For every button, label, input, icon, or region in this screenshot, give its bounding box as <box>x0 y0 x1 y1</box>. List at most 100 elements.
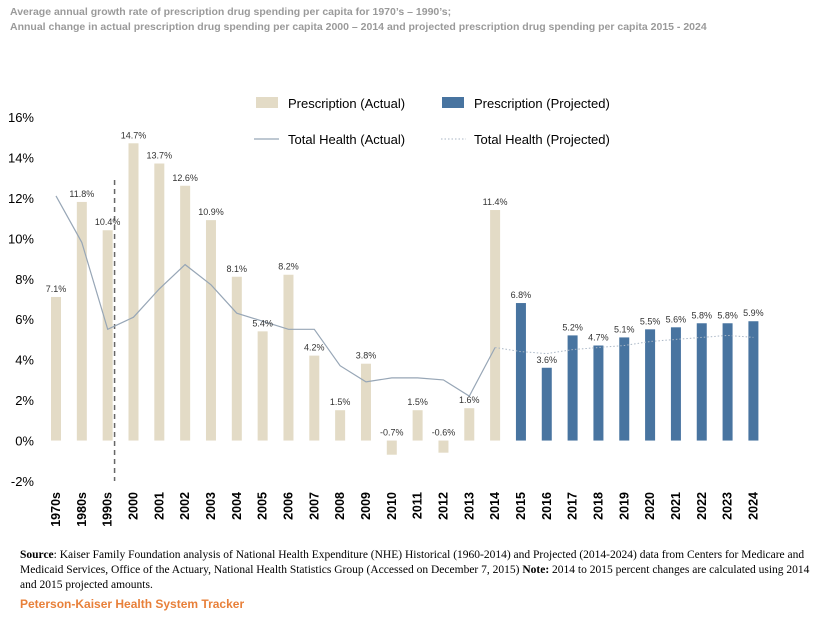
data-label-2024: 5.9% <box>743 308 764 318</box>
data-label-2016: 3.6% <box>537 355 558 365</box>
y-tick-label: 0% <box>15 434 34 449</box>
x-tick-label: 2009 <box>359 492 373 520</box>
x-tick-label: 2011 <box>411 492 425 519</box>
x-tick-label: 2013 <box>462 492 476 520</box>
x-tick-label: 2018 <box>591 492 605 520</box>
x-tick-label: 2007 <box>307 492 321 520</box>
total-health-projected-line <box>495 334 754 355</box>
y-tick-label: 10% <box>8 231 34 246</box>
data-label-2007: 4.2% <box>304 343 325 353</box>
x-tick-label: 2008 <box>333 492 347 520</box>
data-label-2002: 12.6% <box>172 173 198 183</box>
y-tick-label: 4% <box>15 353 34 368</box>
data-label-2020: 5.5% <box>640 316 661 326</box>
legend-label-prescription-actual: Prescription (Actual) <box>288 96 405 111</box>
x-tick-label: 2021 <box>669 492 683 520</box>
y-tick-label: 12% <box>8 191 34 206</box>
data-label-2006: 8.2% <box>278 262 299 272</box>
x-tick-label: 2020 <box>643 492 657 520</box>
data-label-2013: 1.6% <box>459 395 480 405</box>
bar-2012 <box>438 440 449 453</box>
data-label-2009: 3.8% <box>356 351 377 361</box>
x-tick-label: 2003 <box>204 492 218 520</box>
legend-swatch-prescription-actual <box>256 97 278 108</box>
data-label-2018: 4.7% <box>588 333 609 343</box>
y-tick-label: 16% <box>8 110 34 125</box>
bar-1970s <box>51 296 61 441</box>
data-label-2021: 5.6% <box>666 314 687 324</box>
x-tick-label: 2015 <box>514 492 528 520</box>
bar-2016 <box>541 367 552 441</box>
bar-1990s <box>102 230 113 441</box>
bar-2007 <box>309 355 320 441</box>
data-label-2014: 11.4% <box>483 197 508 207</box>
line-series <box>55 195 754 397</box>
bar-2001 <box>154 163 165 441</box>
bar-2014 <box>490 210 501 441</box>
x-tick-label: 2022 <box>695 492 709 520</box>
x-axis: 1970s 1980s 1990s 2000 2001 2002 2003 2004 2005 2… <box>49 492 760 527</box>
y-tick-label: 8% <box>15 272 34 287</box>
data-label-1980s: 11.8% <box>69 189 94 199</box>
bar-2018 <box>593 345 604 441</box>
y-axis: -2% 0% 2% 4% 6% 8% 10% 12% 14% 16% <box>8 110 116 489</box>
bar-2024 <box>748 321 759 441</box>
bar-2013 <box>464 408 475 441</box>
x-tick-label: 2004 <box>230 492 244 520</box>
legend-label-total-health-projected: Total Health (Projected) <box>474 132 610 147</box>
bar-2003 <box>205 220 216 441</box>
data-label-1970s: 7.1% <box>46 284 67 294</box>
data-label-2017: 5.2% <box>562 322 583 332</box>
y-tick-label: 6% <box>15 312 34 327</box>
source-label: Source <box>20 549 54 561</box>
bar-2015 <box>515 303 526 441</box>
y-tick-label: -2% <box>11 474 35 489</box>
bar-series <box>51 143 759 455</box>
bar-2022 <box>696 323 707 441</box>
bar-2023 <box>722 323 733 441</box>
legend-label-prescription-projected: Prescription (Projected) <box>474 96 610 111</box>
legend: Prescription (Actual) Prescription (Proje… <box>254 96 610 147</box>
y-tick-label: 2% <box>15 393 34 408</box>
source-note: Source: Kaiser Family Foundation analysi… <box>20 548 820 593</box>
legend-label-total-health-actual: Total Health (Actual) <box>288 132 405 147</box>
bar-1980s <box>76 201 87 441</box>
x-tick-label: 2019 <box>617 492 631 520</box>
legend-swatch-prescription-projected <box>442 97 464 108</box>
x-tick-label: 2024 <box>746 492 760 520</box>
bar-2008 <box>335 410 346 441</box>
note-text: 2014 to 2015 percent changes are calcula… <box>20 564 810 591</box>
x-tick-label: 2000 <box>126 492 140 520</box>
source-text: : Kaiser Family Foundation analysis of N… <box>20 549 805 576</box>
x-tick-label: 2010 <box>385 492 399 520</box>
data-label-1990s: 10.4% <box>95 217 121 227</box>
x-tick-label: 2001 <box>152 492 166 520</box>
data-label-2023: 5.8% <box>717 310 738 320</box>
data-label-2019: 5.1% <box>614 324 635 334</box>
x-tick-label: 2005 <box>256 492 270 520</box>
x-tick-label: 2014 <box>488 492 502 520</box>
data-labels: 7.1% 11.8% 10.4% 14.7% 13.7% 12.6% 10.9% 8.1% 5.… <box>46 130 764 437</box>
note-label: Note: <box>522 564 550 576</box>
bar-2017 <box>567 335 578 441</box>
data-label-2011: 1.5% <box>407 397 428 407</box>
data-label-2004: 8.1% <box>227 264 248 274</box>
x-tick-label: 1970s <box>49 492 63 527</box>
data-label-2008: 1.5% <box>330 397 351 407</box>
chart: -2% 0% 2% 4% 6% 8% 10% 12% 14% 16% 7.1% 11.8% 10.4%… <box>8 96 764 527</box>
chart-subtitle-line2: Annual change in actual prescription dru… <box>10 21 707 33</box>
data-label-2010: -0.7% <box>380 428 404 438</box>
bar-2009 <box>360 363 371 441</box>
x-tick-label: 1990s <box>101 492 115 527</box>
data-label-2022: 5.8% <box>691 310 712 320</box>
bar-2002 <box>180 185 191 441</box>
x-tick-label: 2002 <box>178 492 192 520</box>
bar-2020 <box>645 329 656 441</box>
brand-label: Peterson-Kaiser Health System Tracker <box>20 597 245 611</box>
x-tick-label: 1980s <box>75 492 89 527</box>
x-tick-label: 2006 <box>281 492 295 520</box>
x-tick-label: 2017 <box>566 492 580 520</box>
x-tick-label: 2016 <box>540 492 554 520</box>
data-label-2000: 14.7% <box>121 130 147 140</box>
data-label-2001: 13.7% <box>147 151 173 161</box>
